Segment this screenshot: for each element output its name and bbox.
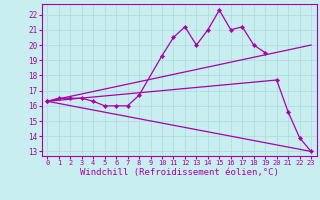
X-axis label: Windchill (Refroidissement éolien,°C): Windchill (Refroidissement éolien,°C) xyxy=(80,168,279,177)
